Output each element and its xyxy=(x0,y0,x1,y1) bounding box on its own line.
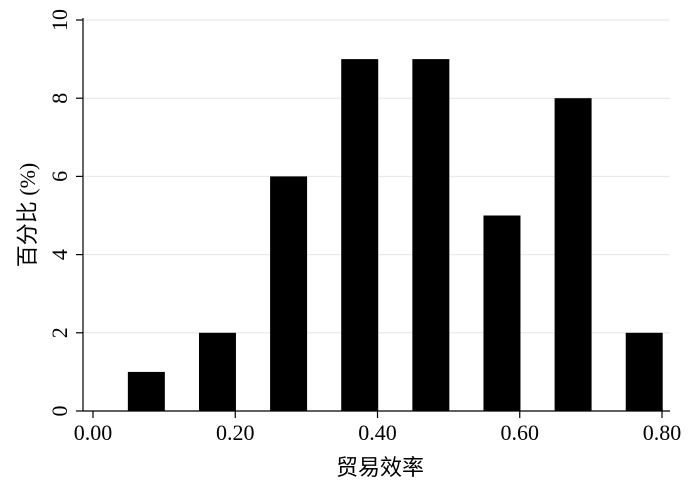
y-tick-label: 4 xyxy=(47,249,72,260)
x-tick-label: 0.40 xyxy=(358,420,397,445)
x-tick-label: 0.20 xyxy=(216,420,255,445)
bar xyxy=(625,332,663,411)
x-tick-label: 0.80 xyxy=(643,420,682,445)
bar xyxy=(127,371,165,411)
bar xyxy=(270,176,308,411)
bar xyxy=(554,98,592,411)
y-tick-label: 10 xyxy=(47,9,72,31)
bar xyxy=(412,59,450,411)
y-axis-label: 百分比 (%) xyxy=(15,163,40,267)
y-tick-label: 8 xyxy=(47,93,72,104)
x-tick-label: 0.60 xyxy=(501,420,540,445)
x-tick-label: 0.00 xyxy=(74,420,113,445)
y-tick-label: 2 xyxy=(47,327,72,338)
bar xyxy=(341,59,379,411)
bar xyxy=(198,332,236,411)
x-axis-label: 贸易效率 xyxy=(336,455,424,480)
y-tick-label: 0 xyxy=(47,406,72,417)
bar xyxy=(483,215,521,411)
y-tick-label: 6 xyxy=(47,171,72,182)
